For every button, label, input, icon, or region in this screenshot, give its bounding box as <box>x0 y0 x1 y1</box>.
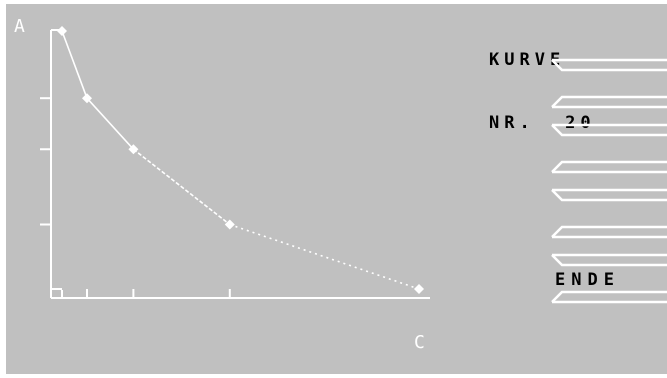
ende-softkey[interactable]: ENDE <box>548 252 667 308</box>
softkey-border <box>552 60 667 107</box>
softkey-border <box>552 190 667 237</box>
curve-segment <box>62 31 87 98</box>
data-point-marker <box>57 26 67 36</box>
softkey-3[interactable] <box>548 187 667 243</box>
softkey-frame <box>548 187 667 243</box>
curve-segment <box>230 225 419 290</box>
softkey-border <box>552 125 667 172</box>
y-axis-label: A <box>14 18 25 36</box>
softkey-label: ENDE <box>555 270 620 290</box>
curve-segment <box>133 149 229 224</box>
softkey-2[interactable] <box>548 122 667 178</box>
x-axis-label: C <box>414 334 425 352</box>
curve-segment <box>87 98 133 149</box>
softkey-frame <box>548 122 667 178</box>
data-point-marker <box>414 284 424 294</box>
softkey-1[interactable] <box>548 57 667 113</box>
softkey-frame <box>548 57 667 113</box>
